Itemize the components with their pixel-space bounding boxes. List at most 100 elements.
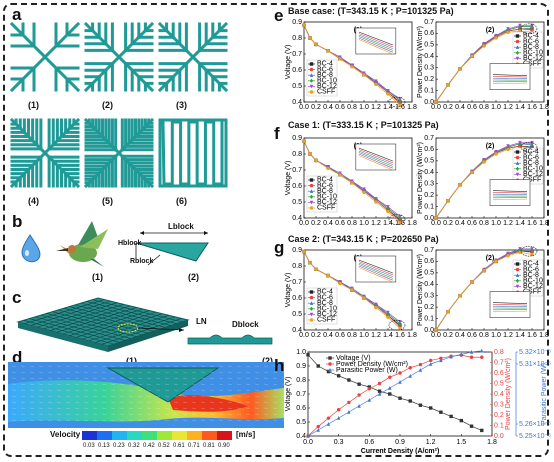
data-point [357, 404, 361, 408]
y-tick-label: 0.1 [424, 87, 434, 94]
data-point [309, 290, 314, 294]
y2-axis-label: Power Density (W/cm²) [505, 358, 512, 430]
legend-entry: BC-10 [523, 50, 543, 57]
y-tick-label: 0.5 [424, 42, 434, 49]
data-point [309, 84, 314, 89]
y-axis-label: Power Density (W/cm²) [417, 26, 424, 98]
y-tick-label: 0.2 [424, 76, 434, 83]
legend-entry: BC-10 [317, 194, 337, 201]
data-point [470, 280, 474, 284]
flowfield-pattern-2 [83, 21, 155, 93]
data-point [515, 172, 520, 177]
panel-d-velocity-field [8, 362, 287, 428]
y-axis-label: Voltage (V) [285, 45, 292, 80]
x-tick-label: 1.0 [359, 220, 369, 227]
data-point [408, 366, 412, 370]
zoom-circle [520, 141, 538, 153]
x-tick-label: 1.2 [503, 220, 513, 227]
inset-series-line [358, 265, 393, 281]
b-lblock-label: Lblock [168, 222, 194, 231]
x-tick-label: 0.2 [311, 220, 321, 227]
data-point [515, 34, 520, 38]
data-point [494, 150, 498, 154]
y2-tick-label: 0.5 [494, 381, 504, 388]
data-point [515, 262, 520, 266]
subplot-label: (2) [486, 27, 495, 34]
velocity-unit: [m/s] [236, 430, 256, 439]
series-right [306, 348, 484, 438]
colorbar-swatch [82, 431, 97, 440]
data-point [515, 155, 520, 160]
legend-entry: BC-10 [523, 278, 543, 285]
inset-series-line [358, 31, 393, 46]
colorbar-swatch [97, 431, 112, 440]
colorbar-tick-label: 0.81 [203, 443, 215, 449]
y2-tick-label: 0.1 [494, 423, 504, 430]
colorbar-tick-label: 0.13 [98, 443, 110, 449]
panel-c-block-profile [187, 334, 273, 345]
panel-b-label: b [12, 212, 23, 231]
data-point [347, 378, 351, 382]
y-axis-label: Voltage (V) [285, 273, 292, 308]
data-point [326, 49, 330, 53]
data-point [506, 254, 510, 258]
zoom-circle [520, 23, 538, 35]
data-point [326, 166, 330, 171]
data-point [306, 353, 310, 357]
legend-entry: CSFF [523, 177, 541, 184]
y3-tick-label: 5.31×10⁻⁵ [519, 361, 551, 368]
data-point [469, 350, 474, 354]
data-point [316, 364, 320, 368]
data-point [398, 371, 402, 375]
data-point [386, 315, 390, 319]
inset-series-line [492, 310, 528, 312]
legend-entry: BC-8 [317, 300, 333, 307]
zoom-circle [388, 214, 406, 225]
data-point [386, 89, 390, 93]
legend-entry: BC-12 [523, 283, 543, 290]
y-tick-label: 0.9 [292, 247, 302, 254]
x-tick-label: 0.6 [335, 220, 345, 227]
y-tick-label: 0.3 [424, 65, 434, 72]
y-tick-label: 0.5 [424, 158, 434, 165]
y2-tick-label: 0.3 [494, 402, 504, 409]
x-tick-label: 0.9 [395, 439, 405, 446]
legend-entry: Power Density (W/cm²) [336, 361, 408, 368]
panel-a-sub-6: (6) [176, 196, 187, 206]
legend-entry: Voltage (V) [336, 355, 371, 362]
colorbar-swatch [187, 431, 202, 440]
y-tick-label: 0.3 [424, 293, 434, 300]
panel-e-label: e [274, 6, 284, 25]
legend-entry: BC-12 [523, 171, 543, 178]
panel-d-sub-1: (1) [126, 356, 137, 366]
flowfield-pattern-4 [9, 117, 81, 189]
data-point [309, 194, 314, 199]
data-point [314, 158, 318, 163]
x-tick-label: 1.4 [515, 220, 525, 227]
data-point [350, 181, 354, 185]
data-point [374, 302, 378, 307]
x-tick-label: 0.8 [479, 332, 489, 339]
data-point [357, 382, 361, 386]
x-tick-label: 1.2 [426, 439, 436, 446]
data-point [326, 273, 330, 278]
data-point [374, 200, 378, 204]
data-point [309, 301, 314, 305]
x-tick-label: 0.0 [299, 104, 309, 111]
y-tick-label: 0.5 [296, 419, 306, 426]
inset-series-line [358, 262, 393, 277]
y-tick-label: 0.7 [296, 391, 306, 398]
y-tick-label: 0.7 [292, 167, 302, 174]
x-tick-label: 0.6 [467, 332, 477, 339]
figure-frame [3, 3, 549, 457]
data-point [374, 197, 378, 201]
data-point [350, 65, 354, 69]
x-tick-label: 1.8 [539, 332, 549, 339]
x-tick-label: 0.8 [479, 104, 489, 111]
y2-tick-label: 0.4 [494, 391, 504, 398]
colorbar-tick-label: 0.71 [188, 443, 200, 449]
y-tick-label: 0.8 [292, 263, 302, 270]
data-point [482, 42, 486, 46]
x-tick-label: 0.6 [364, 439, 374, 446]
